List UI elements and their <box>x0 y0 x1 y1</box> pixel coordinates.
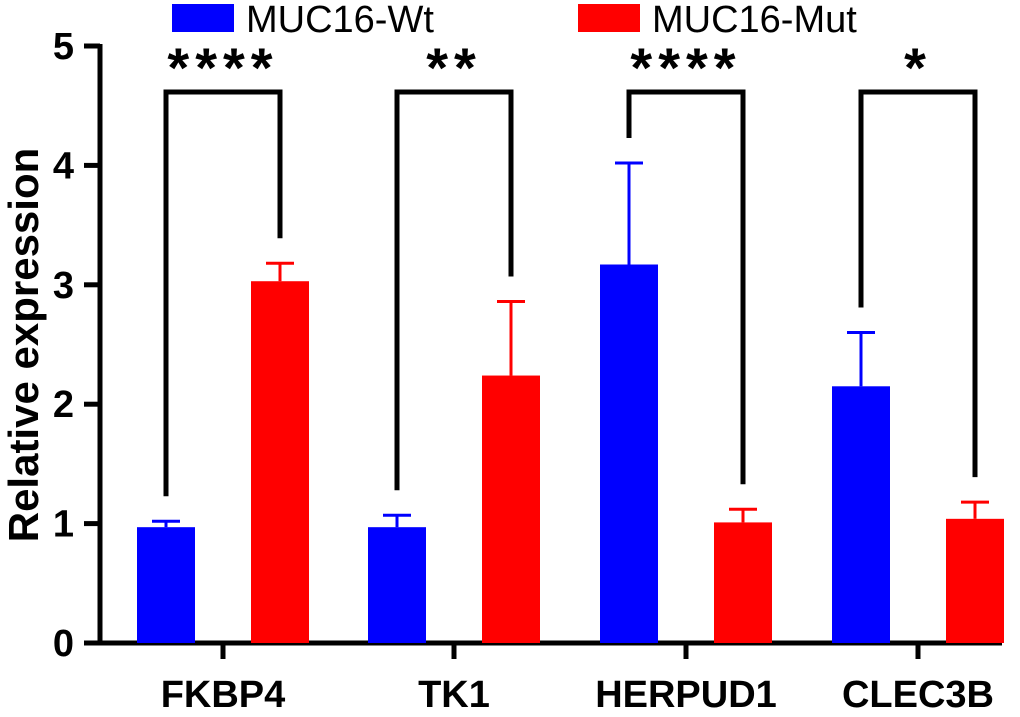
bar-mut-FKBP4 <box>251 281 309 643</box>
y-tick-label-3: 3 <box>53 265 74 307</box>
y-tick-label-4: 4 <box>53 145 74 187</box>
legend-label-mut: MUC16-Mut <box>652 0 857 41</box>
y-tick-label-1: 1 <box>53 504 74 546</box>
bar-mut-HERPUD1 <box>714 522 772 643</box>
legend-swatch-wt <box>172 4 234 32</box>
y-tick-label-5: 5 <box>53 26 74 68</box>
y-tick-label-0: 0 <box>53 623 74 665</box>
bar-wt-TK1 <box>368 527 426 643</box>
y-tick-label-2: 2 <box>53 384 74 426</box>
significance-bracket-TK1 <box>394 89 514 491</box>
legend: MUC16-Wt MUC16-Mut <box>172 0 857 41</box>
y-axis-title: Relative expression <box>0 148 47 543</box>
significance-label-HERPUD1: **** <box>630 36 741 99</box>
x-tick-label-TK1: TK1 <box>418 674 490 716</box>
significance-label-FKBP4: **** <box>167 36 278 99</box>
legend-label-wt: MUC16-Wt <box>246 0 434 41</box>
bar-mut-TK1 <box>482 375 540 643</box>
significance-label-TK1: ** <box>426 36 482 99</box>
legend-swatch-mut <box>578 4 640 32</box>
bar-mut-CLEC3B <box>946 518 1004 643</box>
bar-wt-CLEC3B <box>832 386 890 643</box>
significance-bracket-FKBP4 <box>163 89 283 497</box>
bar-wt-FKBP4 <box>137 527 195 643</box>
bar-wt-HERPUD1 <box>600 264 658 643</box>
x-tick-label-FKBP4: FKBP4 <box>161 674 286 716</box>
x-tick-label-CLEC3B: CLEC3B <box>842 674 994 716</box>
plot-area: 0 1 2 3 4 5 FKBP4 **** TK1 ** HERPUD1 **** CLEC3B * <box>53 26 1004 716</box>
significance-label-CLEC3B: * <box>904 36 932 99</box>
significance-bracket-CLEC3B <box>858 89 978 478</box>
significance-bracket-HERPUD1 <box>626 89 746 485</box>
x-tick-label-HERPUD1: HERPUD1 <box>595 674 777 716</box>
